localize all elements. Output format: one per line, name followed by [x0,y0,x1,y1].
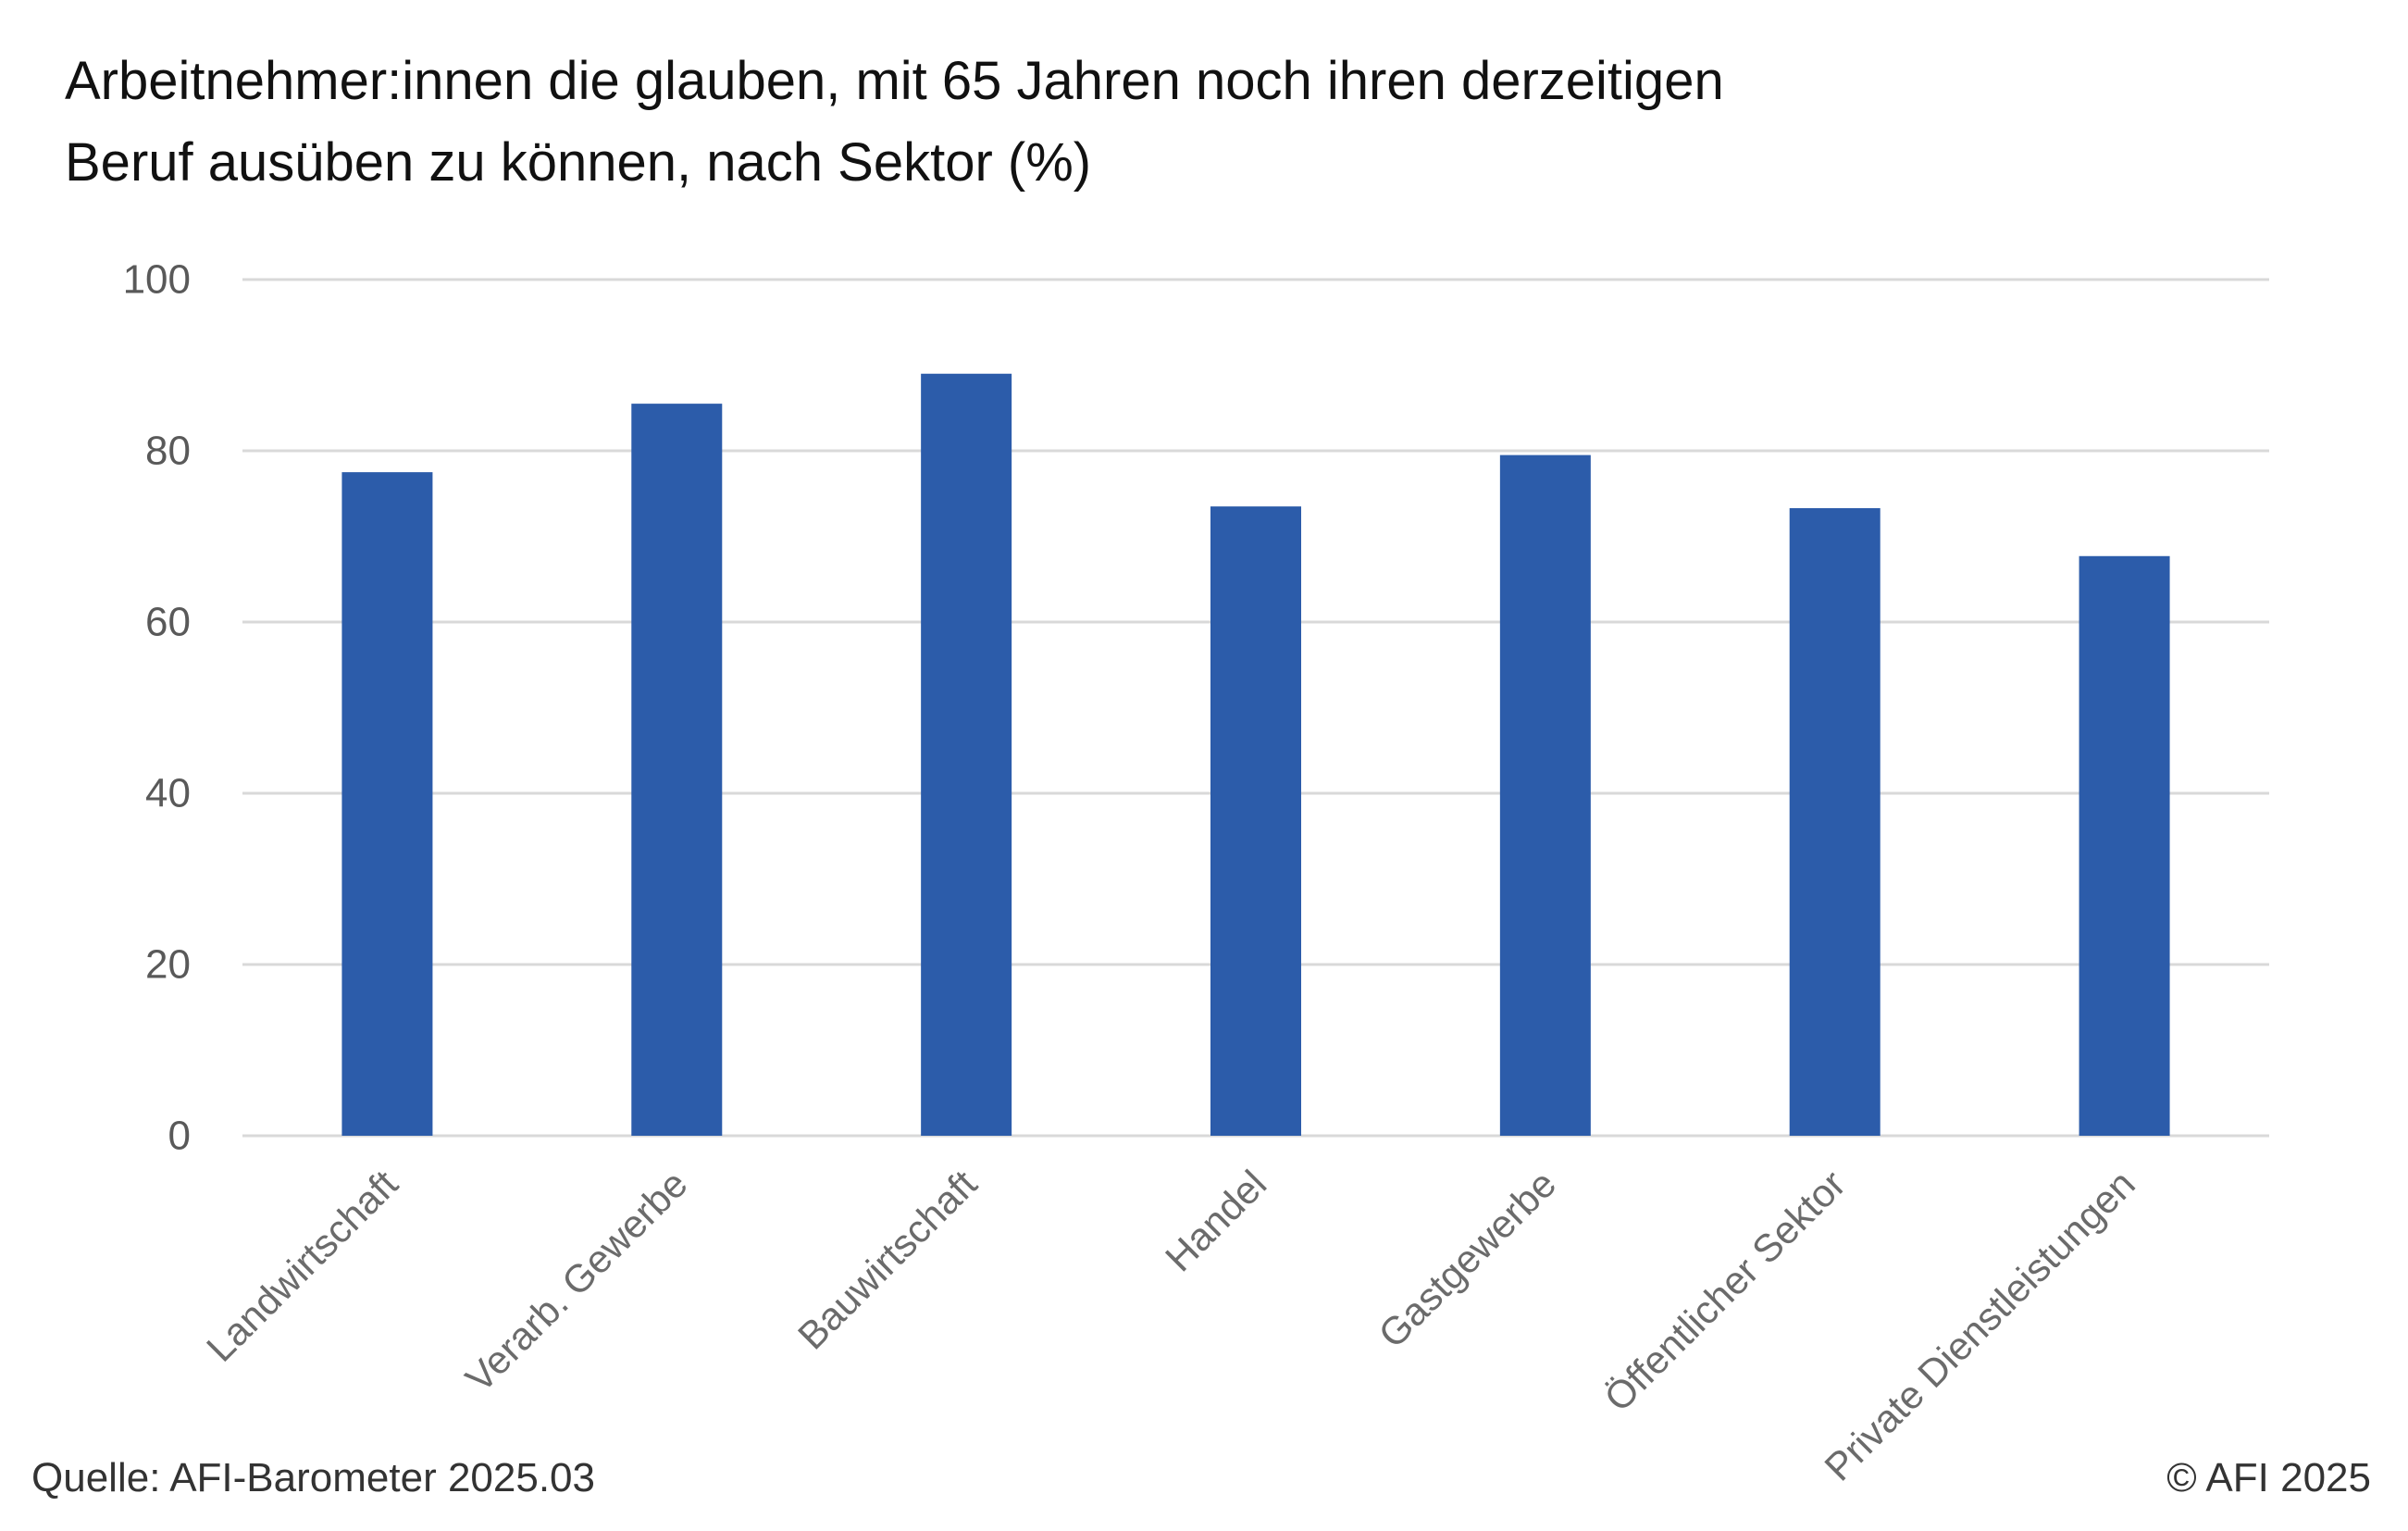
bar-4 [1210,506,1301,1136]
x-tick-label: Handel [1157,1162,1274,1279]
y-tick-label: 60 [145,600,191,645]
bar-5 [1499,454,1591,1136]
y-tick-label: 20 [145,942,191,988]
y-axis-ticks: 0 20 40 60 80 100 [123,257,191,1159]
chart-title-line-1: Arbeitnehmer:innen die glauben, mit 65 J… [65,51,1724,111]
bar-6 [1789,507,1880,1136]
x-tick-label: Private Dienstleistungen [1816,1162,2142,1488]
chart-title-line-2: Beruf ausüben zu können, nach Sektor (%) [65,132,1092,193]
chart-title: Arbeitnehmer:innen die glauben, mit 65 J… [65,41,2193,204]
bars [341,373,2170,1136]
x-tick-label: Verarb. Gewerbe [457,1162,696,1400]
x-tick-label: Gastgewerbe [1370,1162,1564,1356]
y-tick-label: 80 [145,429,191,474]
x-tick-label: Öffentlicher Sektor [1595,1162,1854,1420]
x-axis-labels: Landwirtschaft Verarb. Gewerbe Bauwirtscha… [198,1162,2143,1489]
copyright-note: © AFI 2025 [2166,1455,2371,1500]
y-tick-label: 0 [168,1114,191,1159]
bar-3 [921,373,1012,1136]
bar-1 [341,472,433,1136]
source-note: Quelle: AFI-Barometer 2025.03 [31,1455,595,1500]
x-tick-label: Bauwirtschaft [789,1162,986,1358]
y-tick-label: 100 [123,257,191,303]
y-tick-label: 40 [145,771,191,816]
x-tick-label: Landwirtschaft [198,1162,406,1370]
bar-7 [2079,555,2170,1136]
bar-2 [631,404,723,1136]
